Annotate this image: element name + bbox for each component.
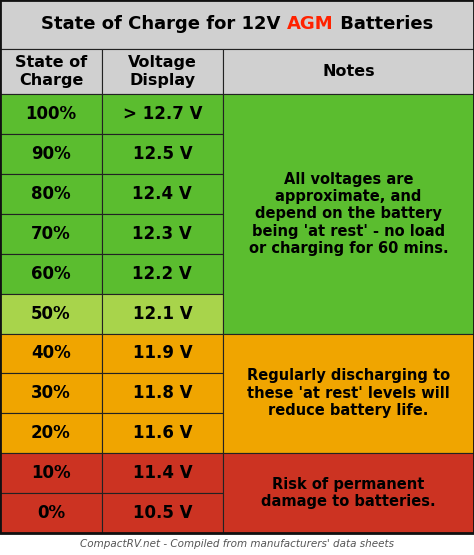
Bar [102, 493, 223, 533]
Text: 90%: 90% [31, 145, 71, 163]
Text: 12.3 V: 12.3 V [132, 225, 192, 243]
Bar [102, 214, 223, 254]
Text: Regularly discharging to
these 'at rest' levels will
reduce battery life.: Regularly discharging to these 'at rest'… [247, 369, 450, 418]
Bar [102, 49, 223, 94]
Text: CompactRV.net - Compiled from manufacturers' data sheets: CompactRV.net - Compiled from manufactur… [80, 539, 394, 549]
Text: 11.8 V: 11.8 V [133, 384, 192, 402]
Bar [0, 134, 102, 174]
Text: 12.4 V: 12.4 V [132, 185, 192, 203]
Bar [0, 374, 102, 413]
Bar [102, 374, 223, 413]
Bar [0, 174, 102, 214]
Text: 40%: 40% [31, 345, 71, 362]
Text: 50%: 50% [31, 305, 71, 322]
Bar [102, 174, 223, 214]
Text: AGM: AGM [287, 16, 334, 33]
Bar [0, 214, 102, 254]
Bar [0, 413, 102, 453]
Text: 80%: 80% [31, 185, 71, 203]
Bar [0, 49, 102, 94]
Bar [0, 94, 102, 134]
Text: 100%: 100% [26, 105, 76, 123]
Bar [0, 453, 102, 493]
Text: 30%: 30% [31, 384, 71, 402]
Bar [0, 493, 102, 533]
Text: 10%: 10% [31, 464, 71, 482]
Text: All voltages are
approximate, and
depend on the battery
being 'at rest' - no loa: All voltages are approximate, and depend… [248, 171, 448, 256]
Text: 12.5 V: 12.5 V [133, 145, 192, 163]
Text: 11.9 V: 11.9 V [133, 345, 192, 362]
Text: State of Charge for 12V: State of Charge for 12V [41, 16, 287, 33]
Bar [102, 134, 223, 174]
Text: 12.1 V: 12.1 V [133, 305, 192, 322]
Bar [223, 49, 474, 94]
Bar [0, 294, 102, 334]
Text: 0%: 0% [37, 504, 65, 522]
Text: Voltage
Display: Voltage Display [128, 56, 197, 88]
Text: 60%: 60% [31, 265, 71, 282]
Text: 12.2 V: 12.2 V [132, 265, 192, 282]
Bar [102, 294, 223, 334]
Text: 20%: 20% [31, 424, 71, 442]
Bar [223, 94, 474, 334]
Bar [102, 413, 223, 453]
Text: State of
Charge: State of Charge [15, 56, 87, 88]
Text: 11.4 V: 11.4 V [133, 464, 192, 482]
Bar [0, 254, 102, 294]
Text: 10.5 V: 10.5 V [133, 504, 192, 522]
Bar [102, 254, 223, 294]
Text: Batteries: Batteries [334, 16, 433, 33]
Bar [0, 334, 102, 374]
Bar [0, 0, 474, 49]
Text: 70%: 70% [31, 225, 71, 243]
Text: > 12.7 V: > 12.7 V [123, 105, 202, 123]
Bar [102, 453, 223, 493]
Text: Notes: Notes [322, 64, 375, 79]
Bar [223, 334, 474, 453]
Bar [102, 334, 223, 374]
Bar [102, 94, 223, 134]
Bar [223, 453, 474, 533]
Text: Risk of permanent
damage to batteries.: Risk of permanent damage to batteries. [261, 477, 436, 509]
Text: 11.6 V: 11.6 V [133, 424, 192, 442]
